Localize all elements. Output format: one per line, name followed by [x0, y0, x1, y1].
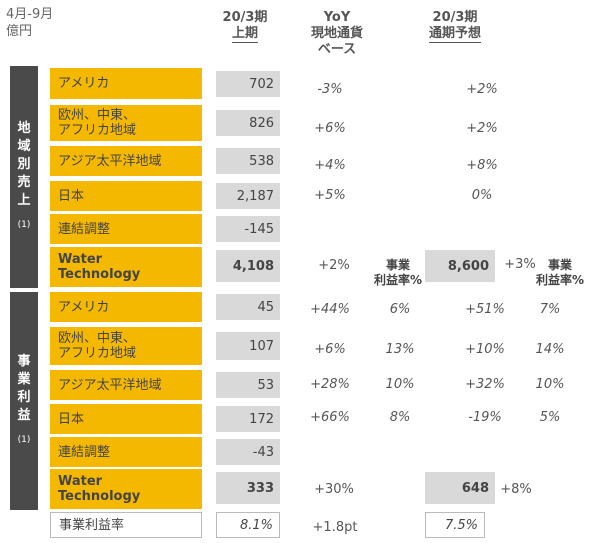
profit-fy-japan: -19%	[468, 410, 502, 425]
sales-yoy-emea: +6%	[314, 121, 346, 136]
sales-yoy-total: +2%	[318, 258, 350, 273]
margin-label: 事業利益率	[50, 512, 202, 538]
header-h1: 20/3期 上期	[222, 10, 268, 43]
profit-h1-america: 45	[216, 294, 280, 320]
profit-fy-total-value: 648	[425, 472, 495, 504]
header-fy: 20/3期 通期予想	[428, 10, 481, 43]
profit-fy-total: +8%	[500, 482, 532, 497]
sales-label-apac: アジア太平洋地域	[50, 146, 202, 176]
profit-h1-apac: 53	[216, 372, 280, 398]
sales-h1-japan: 2,187	[216, 183, 280, 209]
sales-fy-apac: +8%	[466, 158, 498, 173]
profit-fy-apac: +32%	[465, 377, 505, 392]
profit-label-total: Water Technology	[50, 469, 202, 509]
sales-fy-total-value: 8,600	[425, 250, 495, 282]
profit-m1-japan: 8%	[389, 410, 411, 425]
sales-fy-america: +2%	[466, 82, 498, 97]
sales-fy-emea: +2%	[466, 121, 498, 136]
profit-h1-emea: 107	[216, 332, 280, 360]
sales-h1-adjust: -145	[216, 216, 280, 242]
sales-yoy-apac: +4%	[314, 158, 346, 173]
header-margin-h1: 事業 利益率%	[373, 258, 423, 287]
sales-label-emea: 欧州、中東、 アフリカ地域	[50, 105, 202, 141]
profit-m2-japan: 5%	[539, 410, 561, 425]
profit-h1-adjust: -43	[216, 439, 280, 465]
profit-h1-japan: 172	[216, 406, 280, 432]
profit-label-japan: 日本	[50, 404, 202, 434]
sales-h1-total: 4,108	[216, 250, 280, 282]
sales-yoy-america: -3%	[317, 82, 343, 97]
profit-h1-total: 333	[216, 472, 280, 504]
profit-yoy-total: +30%	[314, 482, 354, 497]
profit-m1-america: 6%	[389, 302, 411, 317]
sales-h1-emea: 826	[216, 110, 280, 136]
sales-label-japan: 日本	[50, 181, 202, 211]
margin-fy: 7.5%	[425, 512, 485, 538]
margin-h1: 8.1%	[216, 512, 280, 538]
profit-yoy-emea: +6%	[314, 342, 346, 357]
profit-m2-america: 7%	[539, 302, 561, 317]
profit-yoy-america: +44%	[310, 302, 350, 317]
sales-yoy-japan: +5%	[314, 188, 346, 203]
profit-m2-emea: 14%	[535, 342, 565, 357]
profit-yoy-japan: +66%	[310, 410, 350, 425]
profit-fy-emea: +10%	[465, 342, 505, 357]
unit-label: 4月-9月 億円	[6, 7, 54, 39]
profit-m1-apac: 10%	[385, 377, 415, 392]
profit-label-apac: アジア太平洋地域	[50, 370, 202, 400]
section-sales: 地 域 別 売 上 (1)	[10, 66, 38, 288]
profit-yoy-apac: +28%	[310, 377, 350, 392]
sales-label-adjust: 連結調整	[50, 214, 202, 244]
sales-fy-total: +3%	[504, 257, 536, 272]
profit-m2-apac: 10%	[535, 377, 565, 392]
sales-h1-apac: 538	[216, 148, 280, 174]
profit-label-adjust: 連結調整	[50, 437, 202, 467]
section-profit: 事 業 利 益 (1)	[10, 292, 38, 510]
header-yoy: YoY 現地通貨 ベース	[310, 10, 363, 57]
sales-fy-japan: 0%	[471, 188, 493, 203]
header-margin-fy: 事業 利益率%	[535, 258, 585, 287]
sales-h1-america: 702	[216, 71, 280, 97]
profit-fy-america: +51%	[465, 302, 505, 317]
margin-yoy: +1.8pt	[312, 520, 358, 535]
sales-label-total: Water Technology	[50, 247, 202, 287]
profit-label-america: アメリカ	[50, 292, 202, 322]
sales-label-america: アメリカ	[50, 68, 202, 99]
profit-label-emea: 欧州、中東、 アフリカ地域	[50, 327, 202, 365]
profit-m1-emea: 13%	[385, 342, 415, 357]
